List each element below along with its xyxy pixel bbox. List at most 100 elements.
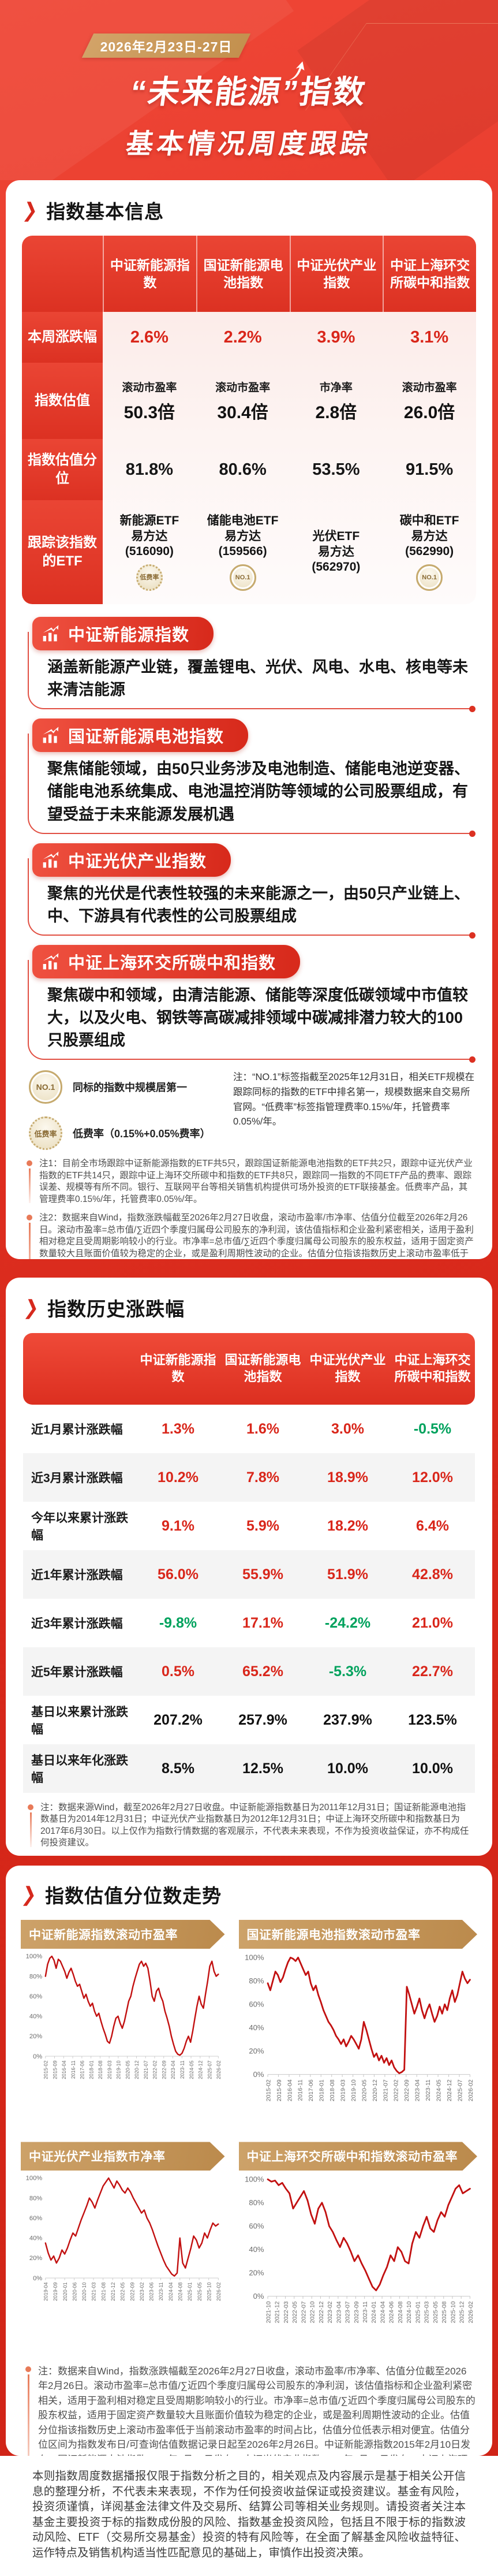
valuation-cell: 市净率 2.8倍 bbox=[290, 363, 383, 439]
section-title-valuation-trend: ❯ 指数估值分位数走势 bbox=[20, 1881, 477, 1908]
svg-text:2016-04: 2016-04 bbox=[61, 2060, 67, 2079]
chart-area: 100% 80% 60% 40% 20% 0% 2015-02 2015-09 2016-04 2… bbox=[239, 1949, 478, 2137]
svg-text:60%: 60% bbox=[249, 2000, 264, 2009]
valuation-metric: 滚动市盈率 bbox=[122, 381, 177, 394]
index-section-header: 中证新能源指数 bbox=[32, 617, 214, 650]
history-value: 6.4% bbox=[416, 1517, 449, 1534]
history-value: 237.9% bbox=[323, 1711, 372, 1728]
svg-text:2023-07: 2023-07 bbox=[345, 2302, 351, 2324]
badge-legend: NO.1 同标的指数中规模居第一 低费率 低费率（0.15%+0.05%费率） … bbox=[23, 1070, 475, 1151]
svg-text:2020-12: 2020-12 bbox=[372, 2079, 378, 2101]
title-line1: “未来能源”指数 bbox=[128, 74, 369, 110]
history-value: 5.9% bbox=[246, 1517, 279, 1534]
percentile-value: 53.5% bbox=[312, 460, 360, 479]
history-value: 257.9% bbox=[238, 1711, 287, 1728]
svg-text:2019-03: 2019-03 bbox=[107, 2060, 113, 2079]
valuation-value: 50.3倍 bbox=[123, 403, 175, 422]
svg-text:2024-04: 2024-04 bbox=[168, 2283, 174, 2301]
chart-title-banner: 中证上海环交所碳中和指数滚动市盈率 bbox=[239, 2142, 478, 2171]
footer-disclaimer: 本则指数周度数据播报仅限于指数分析之目的，相关观点及内容展示是基于相关公开信息的… bbox=[0, 2456, 498, 2576]
valuation-percentile-line-chart: 100%80%60%40%20%0%2021-10 2021-12 2022-03 2… bbox=[245, 2175, 474, 2324]
history-note: 注：数据来源Wind，截至2026年2月27日收盘。中证新能源指数基日为2011… bbox=[24, 1802, 474, 1849]
chart-box-carbon-pe: 中证上海环交所碳中和指数滚动市盈率 100% 80% 60% 40% 20% 0% 2021… bbox=[239, 2142, 478, 2359]
history-value: -5.3% bbox=[328, 1663, 367, 1680]
svg-text:2020-10: 2020-10 bbox=[81, 2283, 87, 2301]
svg-text:2025-05: 2025-05 bbox=[432, 2302, 439, 2324]
history-row-label: 近1年累计涨跌幅 bbox=[31, 1569, 123, 1582]
svg-text:20%: 20% bbox=[29, 2255, 42, 2262]
svg-text:2025-03: 2025-03 bbox=[424, 2302, 430, 2324]
note-1: 注1：目前全市场跟踪中证新能源指数的ETF共5只，跟踪国证新能源电池指数的ETF… bbox=[23, 1158, 475, 1205]
basic-col-header: 中证新能源指数 bbox=[103, 236, 196, 312]
svg-text:2024-04: 2024-04 bbox=[380, 2302, 386, 2324]
chart-box-cnenergy-pe: 中证新能源指数滚动市盈率 100% 80% 60% 40% 20% 0% 2015-02 20… bbox=[21, 1920, 225, 2137]
history-value: -24.2% bbox=[324, 1614, 371, 1631]
history-table-row: 基日以来年化涨跌幅 8.5% 12.5% 10.0% 10.0% bbox=[23, 1744, 475, 1793]
svg-text:2023-04: 2023-04 bbox=[414, 2079, 421, 2101]
svg-text:20%: 20% bbox=[29, 2033, 42, 2040]
svg-text:2024-12: 2024-12 bbox=[446, 2079, 452, 2101]
no1-badge-icon: NO.1 bbox=[29, 1070, 62, 1104]
no1-badge-icon: NO.1 bbox=[416, 564, 443, 591]
svg-text:2020-06: 2020-06 bbox=[72, 2283, 77, 2301]
lowfee-badge-icon: 低费率 bbox=[136, 564, 163, 591]
etf-name-line: 新能源ETF bbox=[119, 513, 179, 527]
svg-text:2023-02: 2023-02 bbox=[139, 2283, 145, 2301]
index-section-description: 聚焦储能领域，由50只业务涉及电池制造、储能电池逆变器、储能电池系统集成、电池温… bbox=[47, 760, 470, 823]
history-value: 18.2% bbox=[327, 1517, 368, 1534]
chart-box-battery-pe: 国证新能源电池指数滚动市盈率 100% 80% 60% 40% 20% 0% 2015-02… bbox=[239, 1920, 478, 2137]
svg-text:2024-05: 2024-05 bbox=[436, 2079, 442, 2101]
svg-text:2021-07: 2021-07 bbox=[383, 2079, 389, 2101]
svg-text:20%: 20% bbox=[249, 2269, 264, 2277]
svg-text:2023-11: 2023-11 bbox=[158, 2283, 164, 2301]
svg-text:100%: 100% bbox=[26, 2175, 43, 2182]
svg-text:100%: 100% bbox=[245, 1953, 264, 1962]
svg-text:0%: 0% bbox=[253, 2070, 264, 2079]
etf-name-line: 易方达 bbox=[131, 529, 168, 543]
svg-text:2021-08: 2021-08 bbox=[100, 2283, 106, 2301]
svg-text:2019-04: 2019-04 bbox=[43, 2283, 49, 2301]
valuation-metric: 市净率 bbox=[319, 381, 353, 394]
basic-info-table: 中证新能源指数 国证新能源电池指数 中证光伏产业指数 中证上海环交所碳中和指数 本周涨跌… bbox=[22, 236, 476, 604]
svg-text:2015-02: 2015-02 bbox=[43, 2060, 49, 2079]
history-value: 7.8% bbox=[246, 1469, 279, 1486]
etf-name-line: 易方达 bbox=[411, 529, 448, 543]
basic-table-corner bbox=[22, 236, 103, 312]
svg-text:2019-09: 2019-09 bbox=[53, 2283, 58, 2301]
svg-text:20%: 20% bbox=[249, 2046, 264, 2055]
no1-legend-item: NO.1 同标的指数中规模居第一 bbox=[29, 1070, 219, 1104]
valuation-metric: 滚动市盈率 bbox=[402, 381, 457, 394]
valuation-percentile-line-chart: 100% 80% 60% 40% 20% 0%2015-02 2015-09 2016-04 2… bbox=[245, 1953, 474, 2102]
etf-name-line: (159566) bbox=[218, 545, 267, 559]
lowfee-legend-item: 低费率 低费率（0.15%+0.05%费率） bbox=[29, 1116, 219, 1151]
svg-text:2025-07: 2025-07 bbox=[457, 2079, 463, 2101]
history-value: 1.3% bbox=[162, 1420, 194, 1437]
svg-text:2021-12: 2021-12 bbox=[274, 2302, 280, 2324]
index-section-description: 涵盖新能源产业链，覆盖锂电、光伏、风电、水电、核电等未来清洁能源 bbox=[47, 658, 468, 699]
section-title-basic-info: ❯ 指数基本信息 bbox=[21, 196, 476, 224]
history-value: 22.7% bbox=[412, 1663, 453, 1680]
svg-text:2025-12: 2025-12 bbox=[459, 2302, 465, 2324]
basic-info-card: ❯ 指数基本信息 中证新能源指数 国证新能源电池指数 中证光伏产业指数 中证上海环交所… bbox=[6, 180, 492, 1259]
svg-text:2019-10: 2019-10 bbox=[350, 2079, 357, 2101]
index-section-header: 中证光伏产业指数 bbox=[32, 843, 231, 877]
etf-name-line: (562970) bbox=[312, 560, 361, 574]
weekly-change-value: 3.1% bbox=[410, 327, 449, 347]
svg-text:2015-09: 2015-09 bbox=[276, 2079, 282, 2101]
history-header-corner bbox=[23, 1367, 136, 1371]
note-2: 注2：数据来自Wind，指数涨跌幅截至2026年2月27日收盘，滚动市盈率/市净… bbox=[23, 1212, 475, 1259]
etf-name-line: 光伏ETF bbox=[312, 529, 360, 543]
svg-text:40%: 40% bbox=[249, 2023, 264, 2032]
svg-text:2023-09: 2023-09 bbox=[353, 2302, 360, 2324]
basic-row-label-percentile: 指数估值分位 bbox=[22, 439, 103, 500]
history-value: -0.5% bbox=[413, 1420, 452, 1437]
svg-text:2015-02: 2015-02 bbox=[265, 2079, 272, 2101]
valuation-trend-note: 注：数据来自Wind，指数涨跌幅截至2026年2月27日收盘，滚动市盈率/市净率… bbox=[22, 2364, 476, 2456]
no1-badge-icon: NO.1 bbox=[229, 564, 256, 591]
svg-text:80%: 80% bbox=[249, 2199, 264, 2208]
svg-text:2025-08: 2025-08 bbox=[441, 2302, 448, 2324]
svg-text:2018-01: 2018-01 bbox=[88, 2060, 94, 2079]
history-value: 55.9% bbox=[242, 1566, 283, 1583]
svg-text:2026-02: 2026-02 bbox=[467, 2079, 474, 2101]
